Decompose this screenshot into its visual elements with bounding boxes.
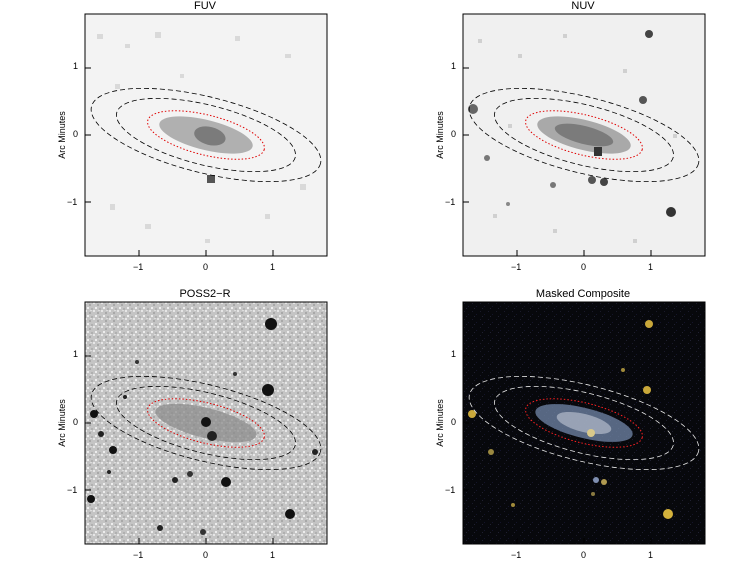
x-tick-label: −1 <box>133 262 144 272</box>
panel-fuv: FUV Arc Minutes −1 0 1 1 0 −1 <box>0 0 378 288</box>
x-tick-label: 0 <box>581 262 587 272</box>
y-tick-label: −1 <box>67 485 78 495</box>
panel-title: FUV <box>194 0 216 12</box>
y-tick-label: 0 <box>73 417 79 427</box>
x-tick-label: 1 <box>648 550 654 560</box>
panel-title: NUV <box>571 0 595 12</box>
x-tick-label: 0 <box>203 550 209 560</box>
panel-title: POSS2−R <box>179 288 231 300</box>
panel-nuv: NUV Arc Minutes −1 0 1 1 0 −1 <box>378 0 756 288</box>
y-tick-label: 1 <box>73 61 79 71</box>
composite-image <box>462 301 706 545</box>
fuv-image <box>84 13 328 257</box>
x-tick-label: −1 <box>511 550 522 560</box>
y-tick-label: −1 <box>445 485 456 495</box>
y-tick-label: 0 <box>73 129 79 139</box>
x-tick-label: 1 <box>270 550 276 560</box>
y-axis-label: Arc Minutes <box>435 111 445 159</box>
x-tick-label: −1 <box>133 550 144 560</box>
panel-poss2r: POSS2−R Arc Minutes −1 0 1 1 0 −1 <box>0 288 378 576</box>
x-tick-label: −1 <box>511 262 522 272</box>
y-tick-label: 0 <box>451 129 457 139</box>
y-tick-label: −1 <box>67 197 78 207</box>
y-tick-label: 1 <box>73 349 79 359</box>
y-axis-label: Arc Minutes <box>57 399 67 447</box>
x-tick-label: 0 <box>203 262 209 272</box>
poss2r-image <box>84 301 328 545</box>
y-tick-label: 1 <box>451 349 457 359</box>
y-tick-label: 1 <box>451 61 457 71</box>
y-tick-label: 0 <box>451 417 457 427</box>
y-tick-label: −1 <box>445 197 456 207</box>
nuv-image <box>462 13 706 257</box>
panel-title: Masked Composite <box>535 288 631 300</box>
x-tick-label: 1 <box>648 262 654 272</box>
panel-masked-composite: Masked Composite Arc Minutes −1 0 1 1 0 … <box>378 288 756 576</box>
y-axis-label: Arc Minutes <box>57 111 67 159</box>
x-tick-label: 0 <box>581 550 587 560</box>
x-tick-label: 1 <box>270 262 276 272</box>
y-axis-label: Arc Minutes <box>435 399 445 447</box>
